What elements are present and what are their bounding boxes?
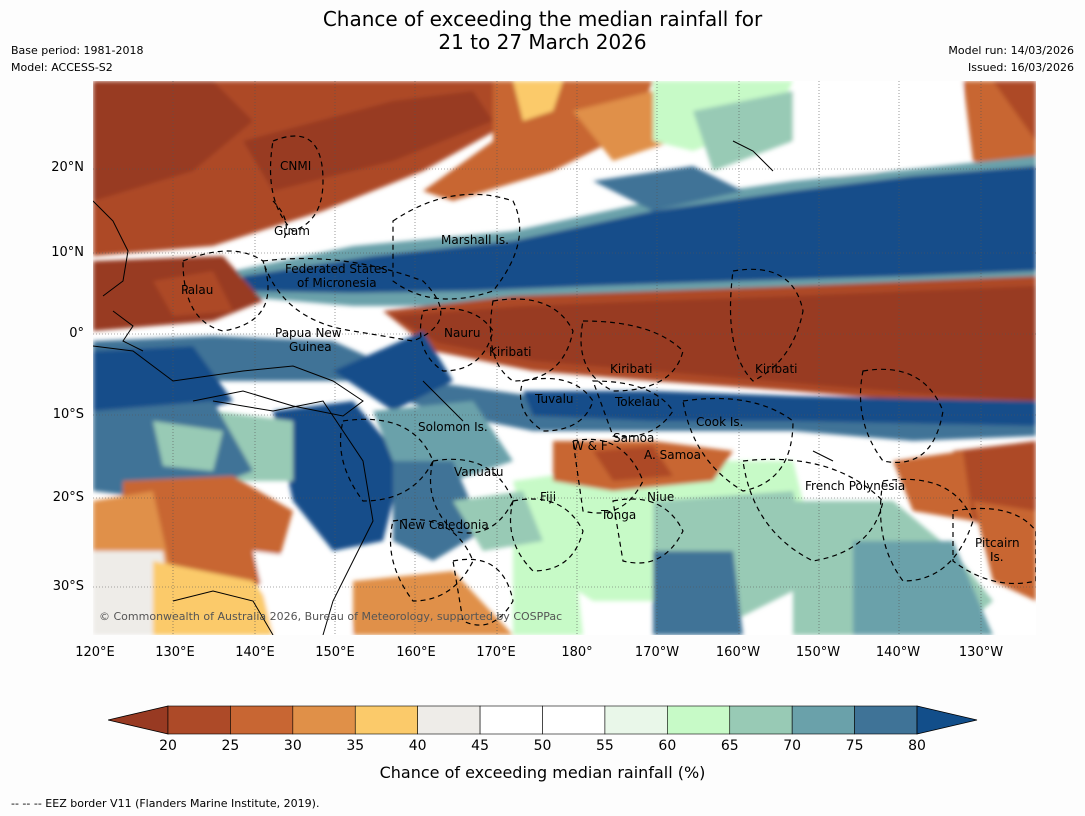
title-line-1: Chance of exceeding the median rainfall …: [322, 7, 763, 31]
copyright-text: © Commonwealth of Australia 2026, Bureau…: [99, 610, 563, 623]
label-marshall-islands: Marshall Is.: [441, 233, 509, 247]
label-niue: Niue: [647, 490, 675, 504]
label-kiribati-west: Kiribati: [489, 345, 532, 359]
lon-tick-140e: 140°E: [235, 645, 275, 660]
label-guam: Guam: [274, 224, 310, 238]
colorbar-label: 30: [283, 738, 302, 754]
issued-date: Issued: 16/03/2026: [967, 61, 1074, 74]
label-fsm-line1: Federated States: [285, 262, 388, 276]
colorbar-label: 50: [533, 738, 552, 754]
lon-tick-140w: 140°W: [875, 645, 921, 660]
lon-tick-150e: 150°E: [315, 645, 355, 660]
colorbar-label: 35: [346, 738, 365, 754]
lat-tick-20n: 20°N: [51, 160, 84, 175]
label-tuvalu: Tuvalu: [535, 392, 574, 406]
colorbar-cell: [667, 705, 731, 735]
colorbar-label: 80: [908, 738, 926, 754]
label-tokelau: Tokelau: [615, 395, 660, 409]
colorbar-label: 45: [471, 738, 489, 754]
eez-footnote: -- -- -- EEZ border V11 (Flanders Marine…: [11, 797, 320, 810]
lon-tick-180: 180°: [561, 645, 593, 660]
colorbar-cell: [354, 705, 418, 735]
label-kiribati-central: Kiribati: [610, 362, 653, 376]
colorbar-label: 40: [408, 738, 427, 754]
lat-tick-30s: 30°S: [52, 579, 84, 594]
label-french-polynesia: French Polynesia: [805, 479, 906, 493]
lon-tick-150w: 150°W: [795, 645, 841, 660]
lon-tick-170w: 170°W: [634, 645, 680, 660]
label-pitcairn-line2: Is.: [990, 550, 1004, 564]
label-fiji: Fiji: [540, 490, 557, 504]
colorbar-label: 60: [658, 738, 677, 754]
label-solomon-islands: Solomon Is.: [418, 420, 488, 434]
lon-tick-130w: 130°W: [958, 645, 1004, 660]
colorbar-cell: [729, 705, 793, 735]
label-new-caledonia: New Caledonia: [399, 518, 489, 532]
model-run: Model run: 14/03/2026: [948, 44, 1074, 57]
colorbar-label: 55: [595, 738, 614, 754]
colorbar-label: 65: [720, 738, 739, 754]
lon-tick-130e: 130°E: [155, 645, 195, 660]
colorbar-label: 25: [221, 738, 240, 754]
map-title: Chance of exceeding the median rainfall …: [0, 8, 1085, 54]
lat-tick-10n: 10°N: [51, 245, 84, 260]
lat-tick-0: 0°: [69, 326, 84, 341]
colorbar-cell: [230, 705, 294, 735]
lon-tick-160e: 160°E: [396, 645, 436, 660]
colorbar: [108, 705, 978, 735]
label-vanuatu: Vanuatu: [454, 465, 504, 479]
label-samoa: Samoa: [613, 431, 655, 445]
colorbar-label: 75: [845, 738, 864, 754]
lon-tick-170e: 170°E: [476, 645, 516, 660]
model-name: Model: ACCESS-S2: [11, 61, 113, 74]
colorbar-cell: [292, 705, 356, 735]
label-png-line1: Papua New: [275, 326, 342, 340]
label-pitcairn-line1: Pitcairn: [975, 536, 1020, 550]
label-kiribati-east: Kiribati: [755, 362, 798, 376]
colorbar-label: 20: [159, 738, 177, 754]
colorbar-cell: [479, 705, 543, 735]
meta-right: Model run: 14/03/2026 Issued: 16/03/2026: [948, 42, 1074, 76]
colorbar-under-arrow: [108, 705, 169, 735]
label-wallis-futuna: W & F: [572, 439, 608, 453]
colorbar-over-arrow: [916, 705, 978, 735]
colorbar-cell: [167, 705, 231, 735]
colorbar-label: 70: [783, 738, 802, 754]
label-cnmi: CNMI: [280, 159, 312, 173]
label-fsm-line2: of Micronesia: [297, 276, 377, 290]
map-canvas: [93, 81, 1036, 635]
colorbar-title: Chance of exceeding median rainfall (%): [379, 763, 706, 782]
colorbar-cell: [854, 705, 918, 735]
base-period: Base period: 1981-2018: [11, 44, 144, 57]
lat-tick-10s: 10°S: [52, 407, 84, 422]
title-line-2: 21 to 27 March 2026: [438, 30, 647, 54]
colorbar-cell: [604, 705, 668, 735]
lon-tick-160w: 160°W: [715, 645, 761, 660]
label-tonga: Tonga: [601, 508, 637, 522]
label-cook-islands: Cook Is.: [696, 415, 744, 429]
colorbar-cell: [417, 705, 481, 735]
label-png-line2: Guinea: [289, 340, 332, 354]
label-american-samoa: A. Samoa: [644, 448, 701, 462]
lon-tick-120e: 120°E: [75, 645, 115, 660]
label-nauru: Nauru: [444, 326, 481, 340]
meta-left: Base period: 1981-2018 Model: ACCESS-S2: [11, 42, 143, 76]
colorbar-cell: [791, 705, 855, 735]
lat-tick-20s: 20°S: [52, 490, 84, 505]
rainfall-map: CNMI Guam Marshall Is. Federated States …: [93, 81, 1036, 635]
colorbar-cell: [542, 705, 606, 735]
label-palau: Palau: [181, 283, 214, 297]
